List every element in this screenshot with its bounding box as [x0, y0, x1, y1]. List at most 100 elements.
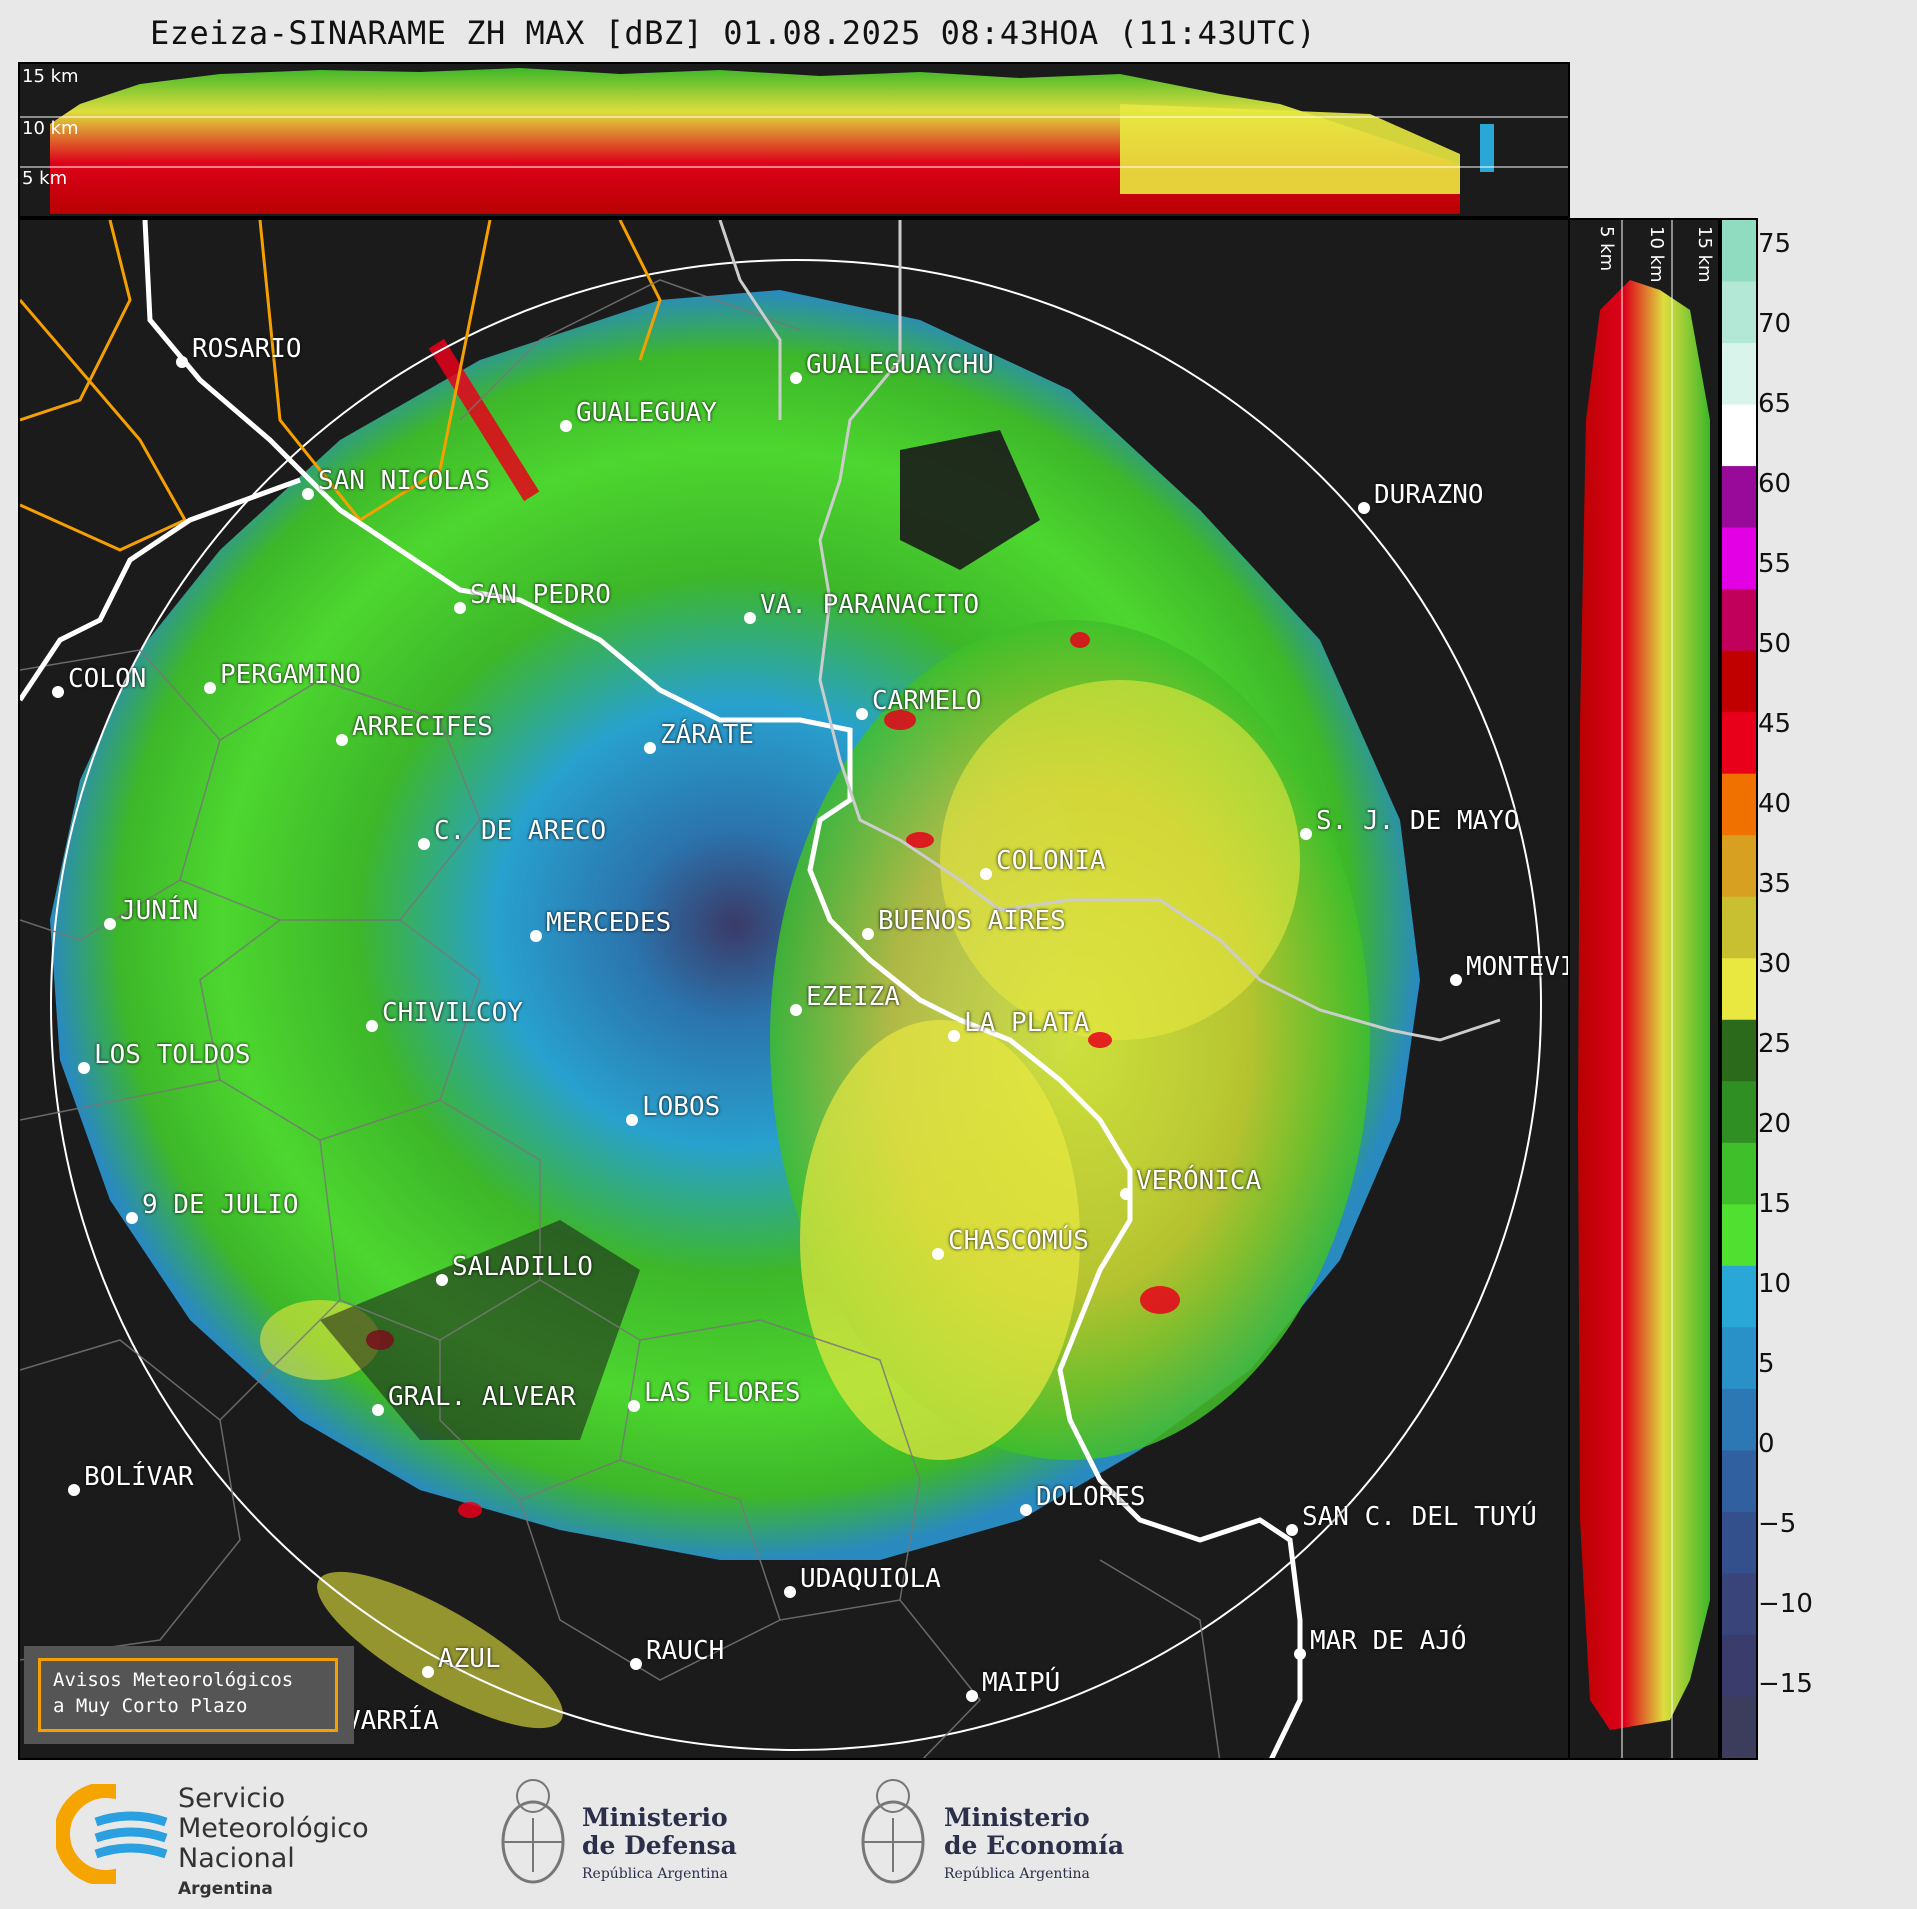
city-label: BUENOS AIRES: [878, 906, 1066, 936]
city-marker: [1286, 1524, 1298, 1536]
colorbar-swatch: [1722, 1388, 1756, 1452]
city-label: COLONIA: [996, 846, 1106, 876]
city-label: JUNÍN: [120, 896, 199, 926]
city-label: PERGAMINO: [220, 660, 361, 690]
city-label: LOS TOLDOS: [94, 1040, 251, 1070]
city-marker: [644, 742, 656, 754]
city-label: ZÁRATE: [660, 720, 754, 750]
right-height-tick-15km: 15 km: [1694, 226, 1715, 283]
city-marker: [932, 1248, 944, 1260]
colorbar-labels: 75 70 65 60 55 50 45 40 35 30 25 20 15 10 5 0 −5 −10 −15: [1758, 220, 1908, 1760]
colorbar-swatch: [1722, 1634, 1756, 1698]
economia-logo-text: Ministerio de Economía República Argenti…: [944, 1804, 1124, 1888]
economia-line-3: República Argentina: [944, 1866, 1090, 1882]
city-marker: [980, 868, 992, 880]
right-height-tick-5km: 5 km: [1596, 226, 1617, 272]
city-marker: [1294, 1648, 1306, 1660]
smn-line-1: Servicio: [178, 1783, 286, 1814]
colorbar-tick-label: 50: [1758, 629, 1792, 659]
colorbar-tick-label: 0: [1758, 1429, 1775, 1459]
height-profile-echo: [50, 68, 1460, 214]
city-label: MERCEDES: [546, 908, 672, 938]
city-marker: [68, 1484, 80, 1496]
city-marker: [966, 1690, 978, 1702]
colorbar-swatch: [1722, 1204, 1756, 1267]
city-marker: [856, 708, 868, 720]
city-marker: [1358, 502, 1370, 514]
city-label: MAR DE AJÓ: [1310, 1626, 1467, 1656]
warning-link-box[interactable]: Avisos Meteorológicos a Muy Corto Plazo: [24, 1646, 354, 1744]
city-marker: [790, 372, 802, 384]
coat-of-arms-defensa-icon: [501, 1779, 565, 1884]
defensa-line-3: República Argentina: [582, 1866, 728, 1882]
city-label: LOBOS: [642, 1092, 721, 1122]
colorbar-tick-label: −5: [1758, 1509, 1797, 1539]
colorbar-tick-label: 45: [1758, 709, 1792, 739]
province-borders: [20, 220, 662, 552]
smn-logo-text: Servicio Meteorológico Nacional Argentin…: [178, 1784, 369, 1904]
city-label: RAUCH: [646, 1636, 725, 1666]
city-label: SAN C. DEL TUYÚ: [1302, 1502, 1537, 1532]
smn-logo-icon: [56, 1784, 172, 1884]
city-marker: [560, 420, 572, 432]
city-marker: [790, 1004, 802, 1016]
coat-of-arms-economia-icon: [861, 1779, 925, 1884]
right-height-profile: 5 km 10 km 15 km: [1568, 218, 1720, 1760]
colorbar-swatch: [1722, 220, 1756, 283]
city-marker: [1450, 974, 1462, 986]
colorbar-swatch: [1722, 650, 1756, 714]
city-label: CARMELO: [872, 686, 982, 716]
colorbar-tick-label: −15: [1758, 1669, 1813, 1699]
city-label: GRAL. ALVEAR: [388, 1382, 576, 1412]
city-marker: [744, 612, 756, 624]
city-label: ROSARIO: [192, 334, 302, 364]
city-marker: [626, 1114, 638, 1126]
city-label: ARRECIFES: [352, 712, 493, 742]
city-label: 9 DE JULIO: [142, 1190, 299, 1220]
smn-line-2: Meteorológico: [178, 1813, 369, 1844]
colorbar-swatch: [1722, 712, 1756, 775]
colorbar-swatch: [1722, 527, 1756, 591]
city-marker: [126, 1212, 138, 1224]
city-label: SALADILLO: [452, 1252, 593, 1282]
colorbar-tick-label: 75: [1758, 229, 1792, 259]
colorbar-swatch: [1722, 1573, 1756, 1636]
warning-line-1: Avisos Meteorológicos: [53, 1669, 294, 1691]
colorbar-swatch: [1722, 343, 1756, 406]
colorbar-swatch: [1722, 1696, 1756, 1759]
city-label: AZUL: [438, 1644, 501, 1674]
colorbar-swatch: [1722, 1450, 1756, 1513]
city-marker: [1300, 828, 1312, 840]
city-label: EZEIZA: [806, 982, 900, 1012]
right-profile-echo: [1578, 280, 1710, 1730]
city-marker: [1020, 1504, 1032, 1516]
colorbar-tick-label: 55: [1758, 549, 1792, 579]
defensa-line-1: Ministerio: [582, 1803, 728, 1832]
colorbar-swatch: [1722, 835, 1756, 898]
city-marker: [302, 488, 314, 500]
radar-map[interactable]: ROSARIO GUALEGUAYCHU GUALEGUAY SAN NICOLAS D…: [18, 218, 1570, 1760]
uruguay-river: [718, 220, 1501, 1042]
colorbar-swatch: [1722, 1265, 1756, 1329]
colorbar-swatch: [1722, 958, 1756, 1021]
colorbar-tick-label: 70: [1758, 309, 1792, 339]
city-label: MONTEVIDEO: [1466, 952, 1568, 982]
colorbar-swatch: [1722, 896, 1756, 960]
height-tick-10km: 10 km: [22, 118, 79, 139]
colorbar-tick-label: −10: [1758, 1589, 1813, 1619]
city-marker: [336, 734, 348, 746]
city-label: C. DE ARECO: [434, 816, 607, 846]
city-label: VERÓNICA: [1136, 1166, 1262, 1196]
colorbar-swatch: [1722, 466, 1756, 529]
colorbar-tick-label: 30: [1758, 949, 1792, 979]
city-label: UDAQUIOLA: [800, 1564, 941, 1594]
colorbar-swatch: [1722, 404, 1756, 468]
city-marker: [78, 1062, 90, 1074]
colorbar-swatch: [1722, 1081, 1756, 1144]
city-label: LAS FLORES: [644, 1378, 801, 1408]
colorbar-swatch: [1722, 1511, 1756, 1575]
defensa-line-2: de Defensa: [582, 1831, 737, 1860]
city-marker: [366, 1020, 378, 1032]
city-marker: [372, 1404, 384, 1416]
colorbar-swatch: [1722, 589, 1756, 652]
